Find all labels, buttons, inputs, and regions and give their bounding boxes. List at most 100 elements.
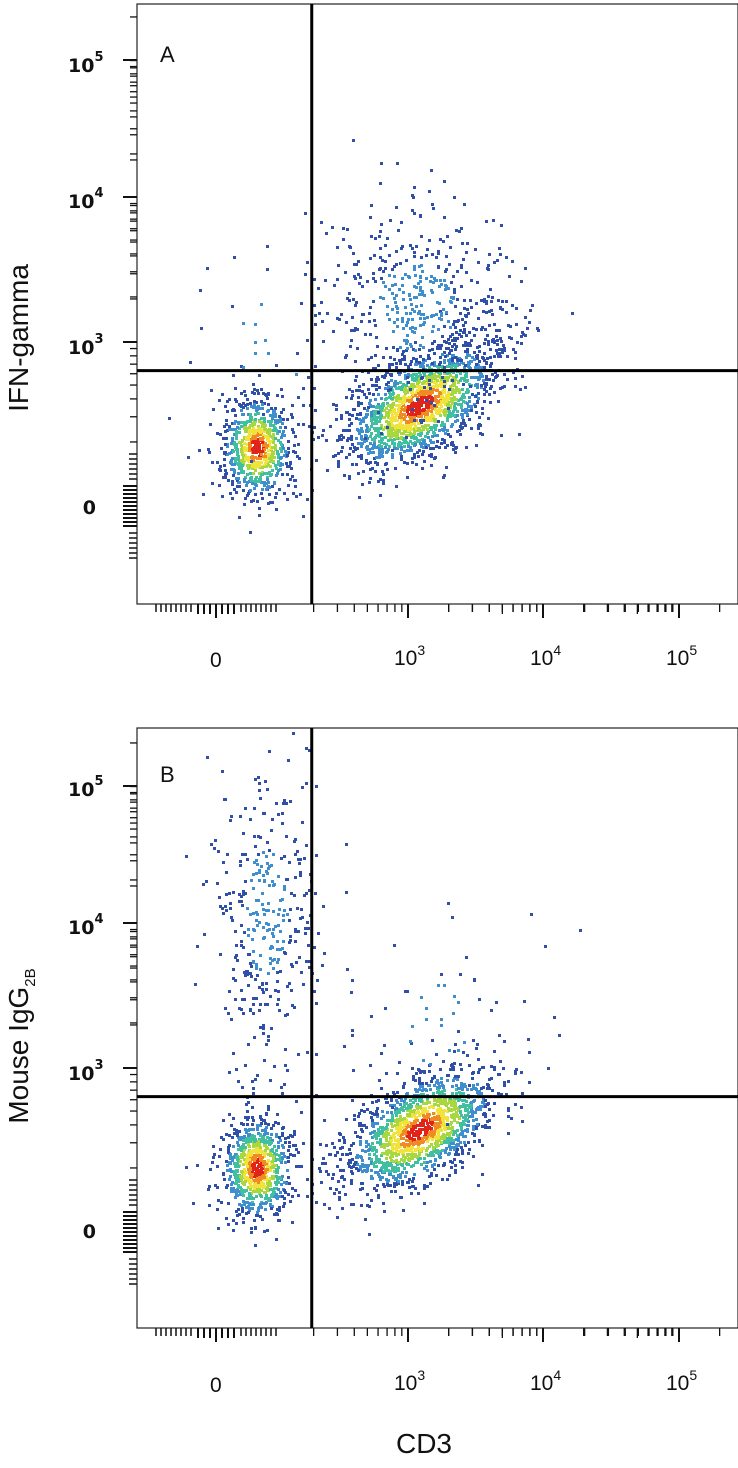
event-dot: [449, 404, 452, 407]
event-dot: [484, 385, 487, 388]
event-dot: [261, 1129, 264, 1132]
event-dot: [386, 305, 389, 308]
event-dot: [394, 283, 397, 286]
event-dot: [357, 273, 360, 276]
event-dot: [424, 1110, 427, 1113]
event-dot: [263, 1141, 266, 1144]
event-dot: [514, 377, 517, 380]
event-dot: [478, 360, 481, 363]
event-dot: [460, 1082, 463, 1085]
event-dot: [431, 1152, 434, 1155]
event-dot: [258, 374, 261, 377]
event-dot: [185, 1166, 188, 1169]
event-dot: [457, 1098, 460, 1101]
event-dot: [374, 398, 377, 401]
event-dot: [337, 452, 340, 455]
event-dot: [232, 1229, 235, 1232]
event-dot: [272, 1188, 275, 1191]
event-dot: [491, 313, 494, 316]
event-dot: [267, 420, 270, 423]
event-dot: [399, 422, 402, 425]
event-dot: [320, 301, 323, 304]
event-dot: [238, 464, 241, 467]
event-dot: [246, 407, 249, 410]
event-dot: [369, 1145, 372, 1148]
event-dot: [253, 1172, 256, 1175]
event-dot: [438, 317, 441, 320]
event-dot: [422, 390, 425, 393]
event-dot: [387, 430, 390, 433]
event-dot: [258, 407, 261, 410]
event-dot: [436, 401, 439, 404]
event-dot: [327, 1173, 330, 1176]
event-dot: [336, 1151, 339, 1154]
event-dot: [438, 446, 441, 449]
event-dot: [386, 1119, 389, 1122]
event-dot: [400, 1099, 403, 1102]
event-dot: [230, 1170, 233, 1173]
event-dot: [256, 438, 259, 441]
event-dot: [459, 433, 462, 436]
event-dot: [263, 427, 266, 430]
event-dot: [271, 501, 274, 504]
event-dot: [376, 1122, 379, 1125]
event-dot: [269, 474, 272, 477]
event-dot: [261, 403, 264, 406]
event-dot: [391, 308, 394, 311]
event-dot: [268, 1180, 271, 1183]
event-dot: [413, 268, 416, 271]
event-dot: [371, 1101, 374, 1104]
event-dot: [434, 456, 437, 459]
event-dot: [451, 384, 454, 387]
event-dot: [428, 1113, 431, 1116]
event-dot: [409, 388, 412, 391]
event-dot: [400, 414, 403, 417]
event-dot: [265, 1175, 268, 1178]
event-dot: [261, 1218, 264, 1221]
event-dot: [456, 414, 459, 417]
event-dot: [247, 459, 250, 462]
event-dot: [295, 495, 298, 498]
event-dot: [245, 430, 248, 433]
event-dot: [245, 1154, 248, 1157]
event-dot: [390, 419, 393, 422]
event-dot: [436, 347, 439, 350]
event-dot: [411, 318, 414, 321]
event-dot: [391, 424, 394, 427]
event-dot: [243, 442, 246, 445]
event-dot: [302, 515, 305, 518]
event-dot: [433, 381, 436, 384]
event-dot: [417, 400, 420, 403]
event-dot: [242, 406, 245, 409]
event-dot: [456, 1115, 459, 1118]
event-dot: [256, 1128, 259, 1131]
event-dot: [439, 372, 442, 375]
event-dot: [432, 441, 435, 444]
event-dot: [481, 1101, 484, 1104]
event-dot: [234, 398, 237, 401]
event-dot: [460, 285, 463, 288]
event-dot: [445, 285, 448, 288]
event-dot: [248, 1172, 251, 1175]
event-dot: [335, 418, 338, 421]
event-dot: [375, 446, 378, 449]
event-dot: [353, 446, 356, 449]
event-dot: [514, 385, 517, 388]
event-dot: [377, 430, 380, 433]
event-dot: [386, 1153, 389, 1156]
event-dot: [448, 1174, 451, 1177]
event-dot: [390, 430, 393, 433]
event-dot: [468, 331, 471, 334]
event-dot: [439, 347, 442, 350]
event-dot: [396, 382, 399, 385]
event-dot: [403, 1149, 406, 1152]
event-dot: [361, 442, 364, 445]
event-dot: [251, 1150, 254, 1153]
event-dot: [489, 288, 492, 291]
event-dot: [395, 250, 398, 253]
event-dot: [232, 1190, 235, 1193]
event-dot: [444, 378, 447, 381]
event-dot: [489, 387, 492, 390]
event-dot: [270, 1162, 273, 1165]
event-dot: [373, 319, 376, 322]
